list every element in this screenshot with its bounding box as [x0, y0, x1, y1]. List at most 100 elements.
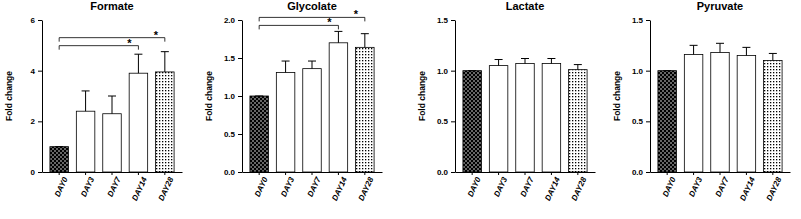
x-tick-label: DAY14 — [738, 175, 757, 202]
y-tick: 1.5 — [632, 16, 650, 25]
x-tick-mark — [59, 172, 60, 175]
figure: 0246DAY0DAY3DAY7DAY14DAY28FormateFold ch… — [0, 0, 801, 219]
error-stem — [525, 59, 526, 64]
x-tick: DAY14 — [330, 172, 349, 202]
x-tick-mark — [472, 172, 473, 175]
bar — [129, 73, 147, 172]
x-tick-label: DAY28 — [765, 175, 784, 202]
error-cap — [134, 54, 142, 55]
error-bar — [468, 70, 476, 71]
y-tick-mark — [451, 121, 455, 122]
x-tick: DAY14 — [543, 172, 562, 202]
y-tick: 0.0 — [632, 168, 650, 177]
error-cap — [55, 146, 63, 147]
error-bar — [769, 53, 777, 60]
significance-label: * — [154, 29, 159, 41]
y-tick-label: 0.0 — [437, 168, 449, 177]
x-tick-mark — [312, 172, 313, 175]
bar — [542, 64, 560, 172]
y-tick-mark — [38, 121, 42, 122]
error-cap — [769, 53, 777, 54]
chart-title: Lactate — [506, 0, 545, 12]
panel: 0.00.51.01.5DAY0DAY3DAY7DAY14DAY28Lactat… — [417, 0, 596, 202]
bar — [329, 43, 347, 172]
significance-bracket — [259, 17, 365, 21]
error-bar — [108, 96, 116, 114]
y-tick-mark — [451, 20, 455, 21]
x-tick-label: DAY7 — [306, 175, 323, 198]
y-tick-label: 1.5 — [224, 54, 236, 63]
bar — [103, 114, 121, 172]
bar — [303, 69, 321, 172]
plot-area — [658, 43, 782, 172]
x-tick-label: DAY0 — [466, 175, 483, 198]
y-axis: 0.00.51.01.5 — [632, 16, 651, 177]
error-stem — [498, 60, 499, 66]
x-tick-label: DAY7 — [714, 175, 731, 198]
y-tick: 1.5 — [437, 16, 455, 25]
y-axis-title: Fold change — [204, 71, 214, 121]
x-tick: DAY0 — [661, 172, 678, 198]
x-tick: DAY0 — [53, 172, 70, 198]
error-stem — [285, 61, 286, 72]
panel: 0.00.51.01.52.0DAY0DAY3DAY7DAY14DAY28Gly… — [204, 0, 383, 202]
bar — [356, 47, 374, 172]
error-cap — [82, 90, 90, 91]
error-cap — [521, 58, 529, 59]
y-tick: 0.5 — [224, 130, 242, 139]
error-cap — [495, 59, 503, 60]
bar — [50, 147, 68, 172]
error-stem — [577, 65, 578, 70]
y-tick-label: 0.0 — [224, 168, 236, 177]
x-tick: DAY0 — [466, 172, 483, 198]
error-bar — [521, 59, 529, 64]
x-tick-label: DAY0 — [53, 175, 70, 198]
y-axis: 0.00.51.01.52.0 — [224, 16, 243, 177]
x-axis: DAY0DAY3DAY7DAY14DAY28 — [243, 172, 383, 202]
x-tick-mark — [577, 172, 578, 175]
y-tick-label: 1.0 — [632, 67, 644, 76]
y-tick-label: 4 — [31, 67, 36, 76]
x-tick: DAY7 — [519, 172, 536, 198]
error-cap — [547, 58, 555, 59]
error-cap — [742, 47, 750, 48]
x-tick: DAY0 — [253, 172, 270, 198]
error-stem — [138, 54, 139, 73]
y-tick: 2.0 — [224, 16, 242, 25]
error-cap — [361, 33, 369, 34]
x-tick-label: DAY0 — [661, 175, 678, 198]
y-tick: 1.5 — [224, 54, 242, 63]
x-tick: DAY14 — [738, 172, 757, 202]
error-bar — [308, 61, 316, 69]
bar — [737, 55, 755, 172]
y-tick-mark — [646, 20, 650, 21]
error-bar — [134, 54, 142, 73]
y-axis-title: Fold change — [417, 71, 427, 121]
x-tick-mark — [164, 172, 165, 175]
y-tick-mark — [646, 172, 650, 173]
y-tick-label: 1.5 — [632, 16, 644, 25]
y-tick-mark — [238, 134, 242, 135]
panel: 0.00.51.01.5DAY0DAY3DAY7DAY14DAY28Pyruva… — [612, 0, 791, 202]
error-stem — [772, 53, 773, 60]
panel: 0246DAY0DAY3DAY7DAY14DAY28FormateFold ch… — [4, 0, 183, 202]
error-bar — [495, 60, 503, 66]
error-stem — [312, 61, 313, 69]
x-tick-label: DAY3 — [687, 175, 704, 198]
bar — [250, 96, 268, 172]
x-tick-label: DAY14 — [330, 175, 349, 202]
y-tick: 0.0 — [437, 168, 455, 177]
plot-area — [50, 52, 174, 172]
error-stem — [112, 96, 113, 114]
significance-bracket — [59, 38, 165, 42]
y-axis-title: Fold change — [612, 71, 622, 121]
x-tick-label: DAY3 — [79, 175, 96, 198]
y-tick-label: 0.0 — [632, 168, 644, 177]
x-tick: DAY3 — [79, 172, 96, 198]
chart-title: Glycolate — [287, 0, 337, 12]
y-tick-mark — [451, 172, 455, 173]
error-cap — [255, 96, 263, 97]
y-tick-mark — [238, 58, 242, 59]
bar — [764, 61, 782, 172]
error-stem — [338, 31, 339, 42]
